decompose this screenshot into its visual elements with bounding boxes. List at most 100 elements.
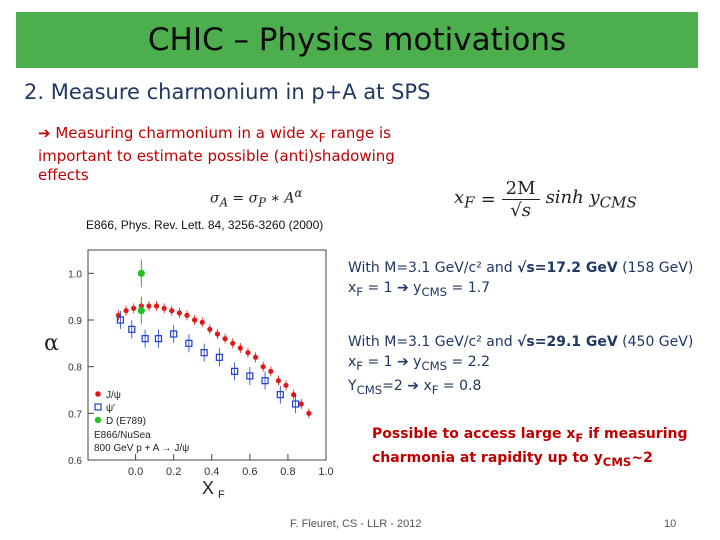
x-axis-label: X xyxy=(202,478,214,498)
jpsi-point-10 xyxy=(192,317,198,323)
jpsi-point-9 xyxy=(184,312,190,318)
legend-marker-jpsi xyxy=(95,391,101,397)
x-tick-label-1: 0.2 xyxy=(166,466,181,478)
jpsi-point-6 xyxy=(161,305,167,311)
psiprime-point-11 xyxy=(276,391,284,399)
info-450-l3b: =2 ➔ x xyxy=(382,377,432,394)
jpsi-point-12 xyxy=(207,326,213,332)
formula-alpha-lhs: σ xyxy=(210,190,220,207)
formula-alpha-rhs-sub: P xyxy=(258,195,267,210)
info-450-l2a: x xyxy=(348,354,357,370)
jpsi-point-15 xyxy=(230,340,236,346)
y-tick-label-4: 1.0 xyxy=(68,269,82,280)
info-450-l2sub2: CMS xyxy=(421,358,448,373)
formula-alpha-rest: ∗ A xyxy=(266,190,295,207)
jpsi-point-18 xyxy=(252,354,259,360)
info-158-l1c: (158 GeV) xyxy=(617,260,694,276)
arrow-icon: ➔ xyxy=(38,124,51,142)
jpsi-point-25 xyxy=(306,410,312,416)
formula-xf: xF = 2M √s sinh yCMS xyxy=(454,178,637,221)
jpsi-point-14 xyxy=(222,336,228,342)
psiprime-point-12 xyxy=(291,400,300,408)
jpsi-point-20 xyxy=(268,368,274,374)
info-450-line1: With M=3.1 GeV/c² and √s=29.1 GeV (450 G… xyxy=(348,332,708,352)
x-tick-label-5: 1.0 xyxy=(318,466,333,478)
formula-alpha-exp: α xyxy=(294,186,303,200)
x-tick-label-4: 0.8 xyxy=(280,466,295,478)
psiprime-point-6 xyxy=(200,349,208,357)
bullet-text: ➔ Measuring charmonium in a wide xF rang… xyxy=(38,124,448,185)
jpsi-point-1 xyxy=(123,308,129,314)
info-block-450: With M=3.1 GeV/c² and √s=29.1 GeV (450 G… xyxy=(348,332,708,400)
info-450-l1b: √s=29.1 GeV xyxy=(517,334,618,350)
footer-author: F. Fleuret, CS - LLR - 2012 xyxy=(290,518,422,530)
y-tick-label-2: 0.8 xyxy=(68,363,82,374)
conclusion-c: ~2 xyxy=(631,449,653,466)
y-tick-label-0: 0.6 xyxy=(68,456,82,467)
legend-label-0: J/ψ xyxy=(106,390,121,401)
info-450-line3: YCMS=2 ➔ xF = 0.8 xyxy=(348,376,708,400)
formula-alpha-lhs-sub: A xyxy=(219,195,228,210)
x-tick-label-3: 0.6 xyxy=(242,466,257,478)
jpsi-point-5 xyxy=(153,303,160,309)
formula-alpha-eq: = σ xyxy=(227,190,259,207)
jpsi-point-11 xyxy=(199,319,205,325)
psiprime-point-4 xyxy=(170,330,178,338)
y-axis-label: α xyxy=(44,331,59,356)
psiprime-point-3 xyxy=(154,335,163,343)
jpsi-point-7 xyxy=(169,308,175,314)
jpsi-point-17 xyxy=(245,350,251,356)
formula-xf-den: √s xyxy=(510,200,531,221)
formula-xf-lhs-text: x xyxy=(454,187,465,209)
d-point-1 xyxy=(137,307,145,315)
conclusion-a: Possible to access large x xyxy=(372,426,576,442)
psiprime-point-7 xyxy=(215,353,223,361)
jpsi-point-13 xyxy=(214,331,221,337)
psiprime-point-1 xyxy=(128,325,136,333)
psiprime-point-5 xyxy=(185,339,193,347)
slide-title: CHIC – Physics motivations xyxy=(147,22,567,58)
jpsi-point-4 xyxy=(146,303,152,309)
chart-annotation-2: 800 GeV p + A → J/ψ xyxy=(94,443,189,454)
jpsi-point-23 xyxy=(291,392,297,398)
jpsi-point-16 xyxy=(237,345,243,351)
bullet-part-b: range is important to estimate possible … xyxy=(38,124,395,184)
conclusion-text: Possible to access large xF if measuring… xyxy=(372,424,702,472)
title-bar: CHIC – Physics motivations xyxy=(16,12,698,68)
info-158-l2b: = 1 ➔ y xyxy=(363,280,422,296)
y-tick-label-1: 0.7 xyxy=(68,409,82,420)
jpsi-point-8 xyxy=(176,310,182,316)
info-158-l1a: With M=3.1 GeV/c² and xyxy=(348,260,518,276)
info-450-l3sub: CMS xyxy=(356,382,383,397)
info-158-line1: With M=3.1 GeV/c² and √s=17.2 GeV (158 G… xyxy=(348,258,708,278)
plot-frame xyxy=(87,249,327,461)
reference-citation: E866, Phys. Rev. Lett. 84, 3256-3260 (20… xyxy=(86,218,324,232)
jpsi-point-22 xyxy=(283,382,289,388)
slide-subtitle: 2. Measure charmonium in p+A at SPS xyxy=(24,80,431,104)
formula-xf-lhs: xF xyxy=(454,187,475,212)
jpsi-point-2 xyxy=(131,305,137,311)
psiprime-point-9 xyxy=(246,372,254,380)
info-450-l3sub2: F xyxy=(431,382,439,397)
x-tick-label-0: 0.0 xyxy=(128,466,143,478)
psiprime-point-10 xyxy=(261,377,269,385)
info-450-l2c: = 2.2 xyxy=(447,354,490,370)
info-450-l2sub: F xyxy=(356,358,364,373)
formula-xf-rhs: sinh yCMS xyxy=(546,187,637,212)
legend-marker-psiprime xyxy=(94,403,102,411)
psiprime-point-0 xyxy=(116,316,124,324)
psiprime-point-8 xyxy=(231,367,239,375)
info-450-l1a: With M=3.1 GeV/c² and xyxy=(348,334,518,350)
jpsi-point-24 xyxy=(298,401,304,407)
formula-xf-lhs-sub: F xyxy=(464,193,475,212)
info-450-line2: xF = 1 ➔ yCMS = 2.2 xyxy=(348,352,708,376)
legend-label-2: D (E789) xyxy=(106,416,146,427)
bullet-sub: F xyxy=(318,130,326,145)
bullet-part-a: Measuring charmonium in a wide x xyxy=(50,124,319,142)
legend-label-1: ψ' xyxy=(106,403,115,414)
formula-xf-rhs-text: sinh y xyxy=(545,187,600,209)
info-158-l2c: = 1.7 xyxy=(447,280,490,296)
legend-marker-d xyxy=(94,416,102,424)
conclusion-b: if measuring charmonia at rapidity up to… xyxy=(372,426,688,466)
formula-xf-fraction: 2M √s xyxy=(501,178,540,221)
